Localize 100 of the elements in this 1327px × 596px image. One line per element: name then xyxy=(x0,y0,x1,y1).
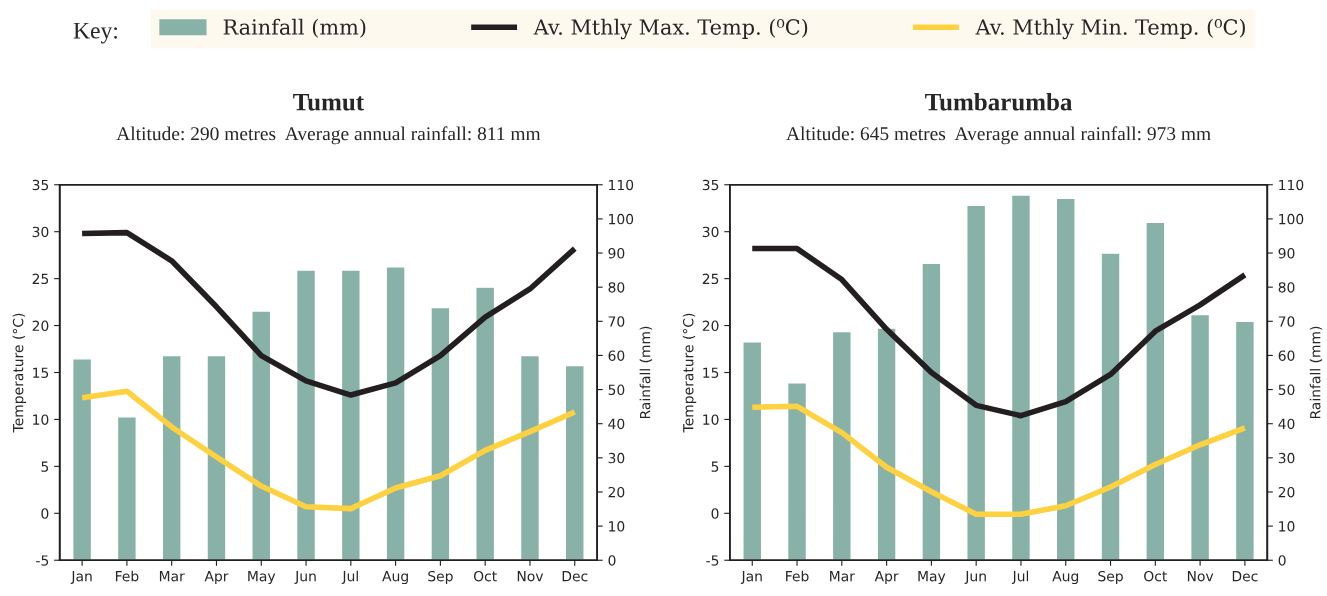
x-tick-label: Aug xyxy=(382,571,408,585)
x-tick-label: Jul xyxy=(1011,570,1029,584)
y2-tick-label: 90 xyxy=(608,248,625,259)
bar xyxy=(786,382,808,561)
y2-tick-label: 60 xyxy=(608,350,625,361)
bar xyxy=(475,286,496,561)
y2-tick-label: 100 xyxy=(1279,213,1304,225)
y-tick-label: 5 xyxy=(711,461,719,472)
bar xyxy=(876,327,897,561)
bar xyxy=(340,269,361,561)
y-axis-title: Temperature (°C) xyxy=(12,313,27,433)
x-tick-label: Jan xyxy=(70,571,92,584)
legend-label: Av. Mthly Min. Temp. (⁰C) xyxy=(975,18,1245,40)
y-tick-label: 35 xyxy=(702,179,719,191)
x-tick-label: Sep xyxy=(428,570,453,585)
x-tick-label: Jul xyxy=(341,570,358,584)
legend-title: Key: xyxy=(73,22,117,44)
x-tick-label: Jun xyxy=(964,571,986,584)
bar xyxy=(1055,197,1076,561)
y2-tick-label: 0 xyxy=(1278,555,1286,566)
y2-tick-label: 30 xyxy=(608,452,625,464)
x-tick-label: Jun xyxy=(294,571,316,584)
y2-tick-label: 0 xyxy=(608,555,616,566)
y2-tick-label: 50 xyxy=(608,384,625,396)
y2-tick-label: 60 xyxy=(1278,350,1295,361)
y-tick-label: 20 xyxy=(702,320,719,332)
bar xyxy=(921,262,942,561)
x-tick-label: Feb xyxy=(786,570,809,582)
bar xyxy=(1190,313,1211,561)
y-tick-label: 30 xyxy=(32,226,49,238)
y2-tick-label: 70 xyxy=(608,316,625,327)
y2-tick-label: 100 xyxy=(609,213,634,225)
y2-tick-label: 80 xyxy=(608,282,625,293)
y2-tick-label: 40 xyxy=(608,418,625,430)
bar xyxy=(831,330,852,561)
x-tick-label: Dec xyxy=(1232,571,1258,582)
y2-tick-label: 10 xyxy=(609,521,625,532)
y-tick-label: 15 xyxy=(33,367,49,378)
chart-subtitle: Altitude: 290 metres Average annual rainfall: 811 mm xyxy=(116,126,541,145)
bar xyxy=(966,204,987,561)
x-tick-label: Mar xyxy=(830,571,855,582)
y2-tick-label: 10 xyxy=(1279,521,1295,532)
y-tick-label: 30 xyxy=(702,226,719,238)
x-tick-label: Aug xyxy=(1052,571,1079,585)
y2-tick-label: 50 xyxy=(1278,384,1295,396)
chart-title: Tumut xyxy=(293,93,364,111)
bar xyxy=(385,265,406,561)
x-tick-label: Nov xyxy=(1187,571,1214,582)
x-tick-label: Oct xyxy=(1144,570,1167,582)
bar xyxy=(161,354,182,561)
y2-tick-label: 20 xyxy=(1278,486,1295,498)
x-tick-label: Feb xyxy=(115,570,139,582)
y2-tick-label: 110 xyxy=(609,179,634,191)
y-axis-title: Temperature (°C) xyxy=(682,313,697,433)
y-tick-label: -5 xyxy=(706,555,719,566)
legend-label: Av. Mthly Max. Temp. (⁰C) xyxy=(533,18,808,40)
y2-tick-label: 30 xyxy=(1278,452,1295,464)
y-tick-label: 10 xyxy=(33,414,49,425)
bar xyxy=(116,416,137,561)
y-tick-label: 15 xyxy=(703,367,719,378)
bar xyxy=(295,269,317,561)
y-tick-label: 20 xyxy=(32,320,49,332)
x-tick-label: Dec xyxy=(562,571,588,582)
y-tick-label: 25 xyxy=(702,273,719,285)
x-tick-label: Apr xyxy=(204,571,229,585)
y2-tick-label: 70 xyxy=(1278,316,1295,327)
bar xyxy=(564,364,585,561)
x-tick-label: Apr xyxy=(874,571,899,585)
bar xyxy=(519,354,541,561)
legend-label: Rainfall (mm) xyxy=(223,18,366,38)
x-tick-label: Jan xyxy=(740,571,762,584)
bar xyxy=(206,354,227,561)
bar xyxy=(430,306,451,561)
y2-tick-label: 20 xyxy=(608,486,625,498)
y-tick-label: 0 xyxy=(41,508,49,519)
x-tick-label: Oct xyxy=(473,570,497,582)
x-tick-label: Sep xyxy=(1098,570,1123,585)
bar xyxy=(1100,252,1121,561)
y2-tick-label: 40 xyxy=(1278,418,1295,430)
bar xyxy=(1234,320,1255,561)
x-tick-label: May xyxy=(248,571,276,585)
chart-title: Tumbarumba xyxy=(925,92,1073,111)
bar xyxy=(251,310,272,561)
y-tick-label: 35 xyxy=(32,179,49,191)
x-tick-label: May xyxy=(918,571,946,585)
bar xyxy=(72,358,93,561)
y-tick-label: 5 xyxy=(41,461,49,472)
y-tick-label: 0 xyxy=(711,508,719,519)
y2-tick-label: 90 xyxy=(1278,248,1295,259)
bar xyxy=(1145,221,1166,561)
y2-tick-label: 110 xyxy=(1279,179,1304,191)
y2-tick-label: 80 xyxy=(1278,282,1295,293)
chart-subtitle: Altitude: 645 metres Average annual rainfall: 973 mm xyxy=(786,126,1211,145)
x-tick-label: Mar xyxy=(159,571,185,582)
y-tick-label: 25 xyxy=(32,273,49,285)
bar xyxy=(1010,194,1032,561)
x-tick-label: Nov xyxy=(517,571,544,582)
bar xyxy=(742,341,763,561)
y-tick-label: 10 xyxy=(703,414,719,425)
y2-axis-title: Rainfall (mm) xyxy=(1309,326,1323,419)
